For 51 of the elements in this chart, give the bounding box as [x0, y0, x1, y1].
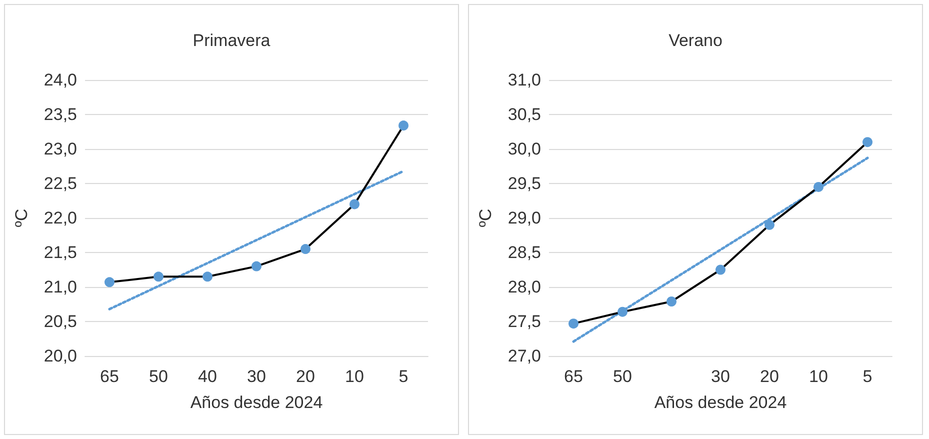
point	[104, 277, 114, 288]
x-tick-label: 5	[398, 367, 408, 386]
chart-title: Verano	[668, 31, 722, 50]
x-tick-label: 20	[296, 367, 315, 386]
chart-title: Primavera	[192, 31, 271, 50]
y-tick-label: 29,0	[508, 208, 541, 228]
x-tick-label: 30	[711, 367, 730, 386]
x-tick-label: 10	[809, 367, 828, 386]
point	[202, 272, 212, 282]
point	[568, 318, 578, 329]
x-tick-label: 65	[100, 367, 119, 386]
y-axis-title: ºC	[12, 208, 31, 228]
y-tick-label: 30,5	[508, 105, 541, 124]
point	[764, 220, 774, 230]
y-tick-label: 30,0	[508, 140, 541, 158]
point	[398, 120, 408, 131]
y-tick-label: 28,0	[508, 278, 541, 296]
point	[252, 261, 262, 272]
point	[618, 306, 628, 317]
y-tick-label: 23,5	[44, 105, 77, 124]
y-tick-label: 27,0	[508, 346, 541, 366]
point	[716, 264, 726, 275]
x-tick-label: 65	[564, 367, 583, 386]
x-tick-label: 40	[198, 367, 217, 386]
y-tick-label: 21,0	[44, 278, 77, 296]
point	[862, 137, 872, 148]
point	[350, 199, 360, 210]
y-tick-label: 23,0	[44, 140, 77, 158]
x-tick-label: 30	[247, 367, 266, 386]
y-tick-label: 28,5	[508, 243, 541, 262]
y-tick-label: 31,0	[508, 70, 541, 90]
point	[154, 272, 164, 282]
x-tick-label: 50	[613, 367, 632, 386]
x-tick-label: 20	[760, 367, 779, 386]
y-tick-label: 20,5	[44, 312, 77, 331]
y-axis-title: ºC	[476, 208, 495, 228]
point	[300, 244, 310, 254]
y-tick-label: 22,0	[44, 208, 77, 228]
y-tick-label: 27,5	[508, 312, 541, 331]
y-tick-label: 29,5	[508, 174, 541, 193]
x-axis-title: Años desde 2024	[190, 393, 323, 412]
point	[666, 296, 676, 306]
y-tick-label: 21,5	[44, 243, 77, 262]
x-tick-label: 50	[149, 367, 168, 386]
x-tick-label: 5	[862, 367, 872, 386]
x-axis-title: Años desde 2024	[654, 393, 787, 412]
y-tick-label: 24,0	[44, 70, 77, 90]
point	[814, 182, 824, 192]
y-tick-label: 22,5	[44, 174, 77, 193]
x-tick-label: 10	[345, 367, 364, 386]
y-tick-label: 20,0	[44, 346, 77, 366]
